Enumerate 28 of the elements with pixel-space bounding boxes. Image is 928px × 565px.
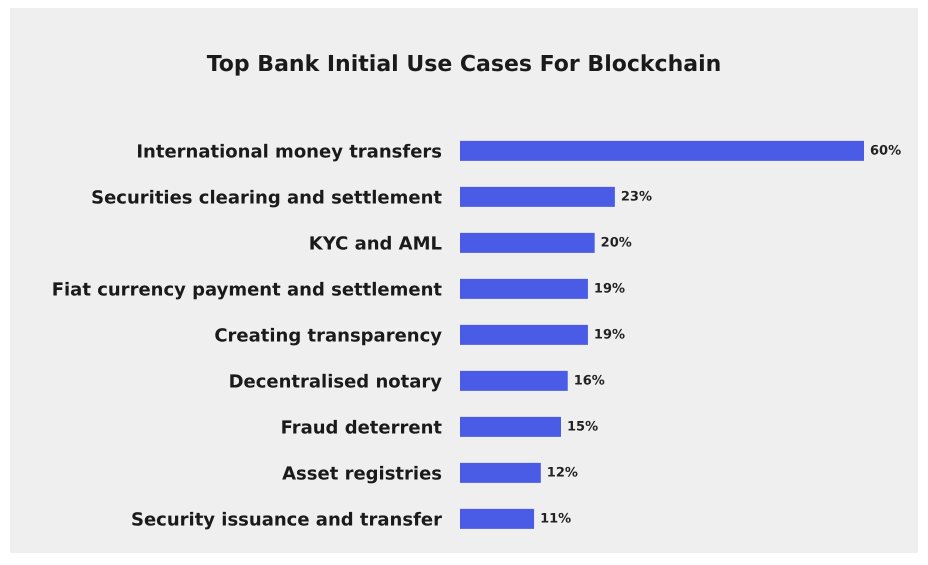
data-label: 19% xyxy=(594,281,626,296)
bar xyxy=(460,324,588,345)
bar xyxy=(460,278,588,299)
y-tick-label: Decentralised notary xyxy=(228,371,442,392)
data-label: 20% xyxy=(600,235,632,250)
y-tick-label: Creating transparency xyxy=(214,325,442,346)
bar xyxy=(460,186,615,207)
data-label: 12% xyxy=(546,465,578,480)
bar xyxy=(460,416,561,437)
y-tick-label: Security issuance and transfer xyxy=(130,509,442,530)
y-tick-label: International money transfers xyxy=(136,141,442,162)
data-label: 23% xyxy=(620,189,652,204)
y-tick-label: Fraud deterrent xyxy=(280,417,442,438)
data-label: 19% xyxy=(594,327,626,342)
bar xyxy=(460,140,864,161)
y-tick-label: KYC and AML xyxy=(308,233,442,254)
data-label: 16% xyxy=(574,373,605,388)
y-tick-label: Securities clearing and settlement xyxy=(91,187,442,208)
bar xyxy=(460,370,568,391)
chart-title: Top Bank Initial Use Cases For Blockchain xyxy=(206,52,722,77)
bar xyxy=(460,508,534,529)
data-label: 15% xyxy=(567,419,598,434)
bar xyxy=(460,462,541,483)
y-tick-label: Fiat currency payment and settlement xyxy=(52,279,442,300)
data-label: 60% xyxy=(870,143,902,158)
bar xyxy=(460,232,595,253)
y-tick-label: Asset registries xyxy=(282,463,442,484)
data-label: 11% xyxy=(540,511,572,526)
